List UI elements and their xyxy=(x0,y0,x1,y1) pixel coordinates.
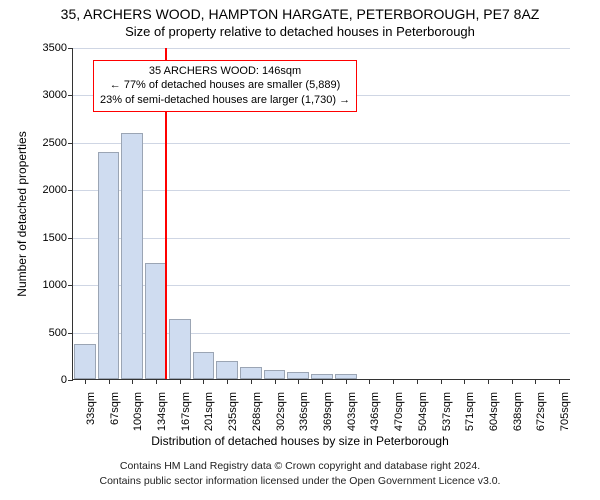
x-tick-label: 302sqm xyxy=(273,392,287,431)
x-tick-mark xyxy=(464,379,465,384)
x-tick-mark xyxy=(251,379,252,384)
x-tick-label: 638sqm xyxy=(510,392,524,431)
y-tick-mark xyxy=(68,333,73,334)
x-axis-label: Distribution of detached houses by size … xyxy=(0,434,600,448)
annotation-line1: 35 ARCHERS WOOD: 146sqm xyxy=(100,64,350,79)
x-tick-mark xyxy=(441,379,442,384)
annotation-box: 35 ARCHERS WOOD: 146sqm ← 77% of detache… xyxy=(93,60,357,113)
histogram-bar xyxy=(240,367,262,379)
plot-area: 35 ARCHERS WOOD: 146sqm ← 77% of detache… xyxy=(72,48,570,380)
x-tick-mark xyxy=(417,379,418,384)
histogram-bar xyxy=(121,133,143,379)
x-tick-mark xyxy=(180,379,181,384)
x-tick-label: 336sqm xyxy=(296,392,310,431)
y-axis-label: Number of detached properties xyxy=(15,131,29,296)
x-tick-label: 571sqm xyxy=(462,392,476,431)
x-tick-mark xyxy=(203,379,204,384)
x-tick-mark xyxy=(559,379,560,384)
x-tick-label: 134sqm xyxy=(154,392,168,431)
y-tick-mark xyxy=(68,380,73,381)
histogram-bar xyxy=(193,352,215,380)
x-tick-mark xyxy=(85,379,86,384)
histogram-bar xyxy=(74,344,96,379)
annotation-line2: ← 77% of detached houses are smaller (5,… xyxy=(100,78,350,93)
x-tick-mark xyxy=(156,379,157,384)
x-tick-mark xyxy=(132,379,133,384)
y-tick-mark xyxy=(68,143,73,144)
histogram-bar xyxy=(145,263,167,379)
chart-title-line1: 35, ARCHERS WOOD, HAMPTON HARGATE, PETER… xyxy=(0,6,600,22)
y-tick-mark xyxy=(68,48,73,49)
y-tick-mark xyxy=(68,285,73,286)
x-tick-label: 470sqm xyxy=(391,392,405,431)
annotation-line3: 23% of semi-detached houses are larger (… xyxy=(100,93,350,108)
x-tick-label: 672sqm xyxy=(533,392,547,431)
histogram-bar xyxy=(98,152,120,379)
footer-line2: Contains public sector information licen… xyxy=(0,475,600,487)
x-tick-mark xyxy=(346,379,347,384)
x-tick-mark xyxy=(227,379,228,384)
x-tick-label: 100sqm xyxy=(130,392,144,431)
x-tick-mark xyxy=(535,379,536,384)
histogram-bar xyxy=(264,370,286,379)
x-tick-label: 33sqm xyxy=(83,392,97,425)
x-tick-label: 705sqm xyxy=(557,392,571,431)
x-tick-label: 67sqm xyxy=(107,392,121,425)
y-tick-mark xyxy=(68,238,73,239)
x-tick-label: 268sqm xyxy=(249,392,263,431)
x-tick-label: 369sqm xyxy=(320,392,334,431)
x-tick-mark xyxy=(512,379,513,384)
x-tick-mark xyxy=(322,379,323,384)
y-tick-mark xyxy=(68,95,73,96)
histogram-bar xyxy=(216,361,238,379)
chart-title-line2: Size of property relative to detached ho… xyxy=(0,24,600,39)
y-tick-mark xyxy=(68,190,73,191)
x-tick-mark xyxy=(275,379,276,384)
x-tick-label: 167sqm xyxy=(178,392,192,431)
x-tick-label: 403sqm xyxy=(344,392,358,431)
x-tick-label: 235sqm xyxy=(225,392,239,431)
x-tick-mark xyxy=(369,379,370,384)
figure: 35, ARCHERS WOOD, HAMPTON HARGATE, PETER… xyxy=(0,0,600,500)
x-tick-mark xyxy=(298,379,299,384)
footer-line1: Contains HM Land Registry data © Crown c… xyxy=(0,460,600,472)
histogram-bar xyxy=(169,319,191,379)
x-tick-label: 201sqm xyxy=(201,392,215,431)
x-tick-label: 436sqm xyxy=(367,392,381,431)
x-tick-mark xyxy=(109,379,110,384)
x-tick-mark xyxy=(393,379,394,384)
x-tick-label: 537sqm xyxy=(439,392,453,431)
x-tick-label: 504sqm xyxy=(415,392,429,431)
x-tick-mark xyxy=(488,379,489,384)
x-tick-label: 604sqm xyxy=(486,392,500,431)
histogram-bar xyxy=(287,372,309,379)
